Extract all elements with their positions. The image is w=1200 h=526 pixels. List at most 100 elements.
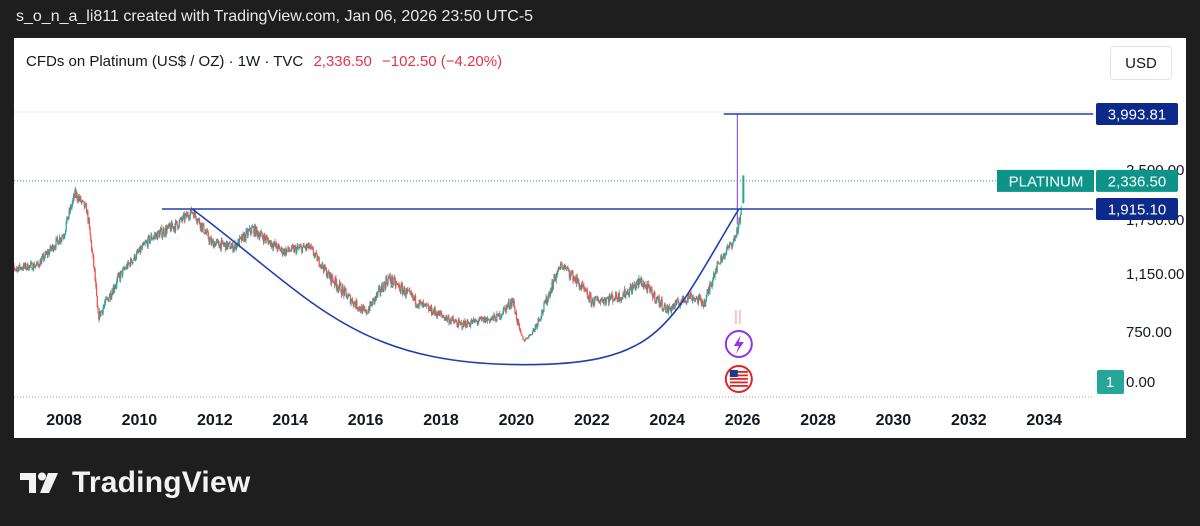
candle-body bbox=[262, 238, 264, 242]
candle-body bbox=[151, 238, 154, 240]
candle-body bbox=[384, 283, 386, 289]
candle-body bbox=[160, 228, 162, 230]
x-tick-label: 2016 bbox=[348, 412, 384, 429]
flag-canton bbox=[729, 370, 738, 377]
candle-body bbox=[727, 246, 729, 248]
candle-body bbox=[673, 304, 676, 308]
candle-body bbox=[420, 302, 423, 303]
candle-body bbox=[15, 268, 17, 270]
candle-body bbox=[321, 263, 323, 267]
candle-body bbox=[688, 293, 690, 298]
candle-body bbox=[480, 317, 482, 319]
candle-body bbox=[499, 313, 501, 319]
candle-body bbox=[699, 295, 702, 299]
candle-body bbox=[335, 277, 337, 283]
candle-body bbox=[225, 241, 227, 250]
candle-body bbox=[228, 242, 230, 244]
candle-body bbox=[142, 243, 144, 246]
candle-body bbox=[286, 249, 288, 251]
candle-body bbox=[157, 231, 159, 233]
candle-body bbox=[27, 269, 30, 271]
candle-body bbox=[602, 302, 604, 304]
candle-body bbox=[173, 226, 175, 230]
candle-body bbox=[446, 315, 448, 321]
candle-body bbox=[158, 232, 160, 238]
candle-body bbox=[626, 291, 628, 295]
candle-body bbox=[365, 309, 367, 312]
candle-body bbox=[479, 317, 481, 319]
candle-body bbox=[191, 212, 193, 214]
candle-body bbox=[453, 321, 455, 323]
candle-body bbox=[338, 282, 341, 288]
candle-body bbox=[205, 232, 207, 234]
candle-body bbox=[206, 230, 208, 234]
candle-body bbox=[467, 323, 470, 324]
candle-body bbox=[465, 326, 467, 328]
candle-body bbox=[417, 305, 420, 307]
candle-body bbox=[639, 278, 641, 284]
candle-body bbox=[118, 273, 120, 275]
candle-body bbox=[415, 295, 417, 305]
candle-body bbox=[696, 297, 698, 300]
candle-body bbox=[111, 291, 114, 295]
candle-body bbox=[399, 290, 401, 292]
price-chart[interactable]: 0.00750.001,150.001,750.002,500.00200820… bbox=[14, 38, 1186, 438]
candle-body bbox=[55, 239, 57, 248]
candle-body bbox=[600, 299, 602, 301]
candle-body bbox=[532, 329, 534, 333]
candle-body bbox=[522, 336, 524, 340]
candle-body bbox=[569, 275, 571, 278]
candle-body bbox=[386, 282, 388, 285]
candle-body bbox=[297, 246, 299, 249]
candle-body bbox=[531, 334, 533, 336]
candle-body bbox=[214, 243, 217, 247]
candle-body bbox=[33, 263, 35, 268]
candle-body bbox=[615, 292, 617, 300]
candle-body bbox=[442, 316, 444, 318]
candle-body bbox=[481, 318, 483, 320]
candle-body bbox=[497, 313, 499, 317]
candle-body bbox=[372, 298, 375, 300]
candle-body bbox=[432, 310, 434, 315]
candle-body bbox=[636, 279, 639, 282]
x-tick-label: 2022 bbox=[574, 412, 610, 429]
candle-body bbox=[533, 329, 535, 330]
candle-body bbox=[361, 306, 363, 314]
candle-body bbox=[557, 270, 559, 275]
candle-body bbox=[712, 278, 714, 283]
candle-body bbox=[393, 277, 395, 284]
candle-body bbox=[462, 327, 464, 328]
candle-body bbox=[128, 263, 130, 264]
candle-body bbox=[314, 254, 316, 257]
candle-body bbox=[326, 275, 328, 277]
candle-body bbox=[390, 281, 392, 285]
candle-body bbox=[739, 217, 741, 222]
candle-body bbox=[130, 258, 133, 263]
candle-body bbox=[199, 223, 201, 229]
candle-body bbox=[413, 296, 415, 300]
candle-body bbox=[385, 278, 387, 289]
candle-body bbox=[691, 295, 693, 301]
candle-body bbox=[381, 285, 383, 291]
candle-body bbox=[628, 294, 630, 296]
candle-body bbox=[457, 324, 459, 328]
candle-body bbox=[90, 234, 92, 241]
candle-body bbox=[371, 302, 373, 306]
candle-body bbox=[104, 303, 106, 306]
candle-body bbox=[421, 302, 423, 307]
candle-body bbox=[333, 282, 335, 283]
candle-body bbox=[380, 285, 383, 292]
candle-body bbox=[45, 252, 47, 255]
candle-body bbox=[29, 265, 31, 267]
candle-body bbox=[648, 284, 650, 288]
candle-body bbox=[122, 269, 124, 275]
candle-body bbox=[169, 223, 171, 227]
candle-body bbox=[609, 295, 611, 300]
candle-body bbox=[423, 304, 425, 305]
currency-button[interactable]: USD bbox=[1110, 46, 1172, 80]
candle-body bbox=[473, 318, 475, 323]
candle-body bbox=[208, 238, 210, 243]
candle-body bbox=[447, 317, 449, 319]
candle-body bbox=[217, 240, 219, 242]
candle-body bbox=[46, 252, 48, 255]
